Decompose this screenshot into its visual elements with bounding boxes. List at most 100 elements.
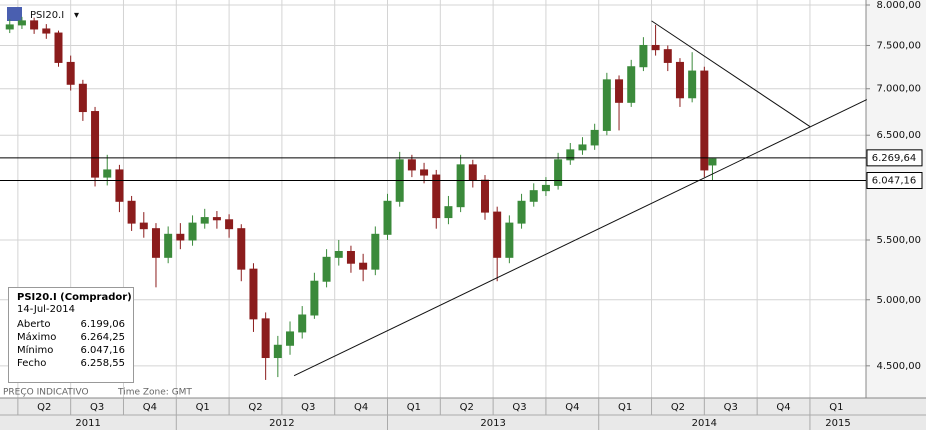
info-label: Mínimo (17, 345, 54, 356)
candle-body (651, 44, 660, 51)
candle-body (91, 111, 100, 178)
info-label: Máximo (17, 332, 57, 343)
info-value: 6.258,55 (80, 358, 125, 369)
x-tick-label: Q3 (90, 402, 104, 413)
x-tick-label: Q3 (512, 402, 526, 413)
candle-body (66, 61, 75, 85)
candle-body (17, 20, 26, 26)
candle-body (493, 211, 502, 258)
candle-body (456, 164, 465, 208)
symbol-label[interactable]: PSI20.I (30, 10, 64, 21)
candle-body (188, 222, 197, 241)
candle-body (708, 158, 717, 166)
candle-body (541, 184, 550, 192)
info-row: Máximo 6.264,25 (9, 331, 133, 344)
x-tick-label: Q4 (354, 402, 368, 413)
year-label: 2013 (480, 418, 505, 429)
year-label: 2012 (269, 418, 294, 429)
x-tick-label: Q4 (143, 402, 157, 413)
info-row: Aberto 6.199,06 (9, 318, 133, 331)
info-value: 6.047,16 (80, 345, 125, 356)
y-tick-label: 7.000,00 (876, 84, 921, 95)
candle-body (310, 280, 319, 316)
candle-body (700, 70, 709, 171)
y-tick-label: 5.500,00 (876, 235, 921, 246)
x-tick-label: Q3 (301, 402, 315, 413)
candle-body (663, 49, 672, 63)
candle-body (42, 28, 51, 34)
candle-body (139, 222, 148, 230)
candle-body (639, 44, 648, 68)
footnote: PREÇO INDICATIVO (3, 388, 89, 398)
x-tick-label: Q4 (565, 402, 579, 413)
level-label-box (866, 172, 923, 190)
trendline (651, 20, 811, 128)
candle-body (420, 169, 429, 176)
year-label: 2011 (75, 418, 100, 429)
candle-body (407, 159, 416, 171)
candle-body (103, 169, 112, 178)
info-label: Fecho (17, 358, 47, 369)
candle-body (54, 32, 63, 63)
x-tick-label: Q1 (618, 402, 632, 413)
candle-body (505, 222, 514, 258)
candle-body (468, 164, 477, 181)
candle-body (78, 83, 87, 113)
x-tick-label: Q1 (196, 402, 210, 413)
candle-body (151, 228, 160, 258)
year-label: 2014 (692, 418, 717, 429)
x-tick-label: Q2 (248, 402, 262, 413)
y-tick-label: 8.000,00 (876, 0, 921, 11)
candle-body (225, 219, 234, 230)
y-tick-label: 7.500,00 (876, 40, 921, 51)
candle-body (322, 256, 331, 282)
candle-body (627, 66, 636, 103)
level-label: 6.269,64 (872, 153, 917, 164)
candle-body (566, 149, 575, 161)
candle-body (346, 250, 355, 264)
candle-body (286, 331, 295, 346)
candle-body (517, 200, 526, 224)
candle-body (30, 20, 39, 30)
y-axis-area (866, 0, 926, 430)
candle-body (444, 206, 453, 219)
info-date: 14-Jul-2014 (17, 304, 76, 315)
candle-body (164, 233, 173, 258)
candle-body (590, 129, 599, 146)
candle-body (127, 200, 136, 224)
y-tick-label: 4.500,00 (876, 361, 921, 372)
candle-body (675, 61, 684, 99)
info-value: 6.264,25 (80, 332, 125, 343)
x-tick-label: Q3 (724, 402, 738, 413)
x-axis-area (0, 398, 926, 430)
candle-body (212, 217, 221, 221)
candle-body (249, 268, 258, 320)
dropdown-arrow[interactable]: ▾ (74, 10, 79, 21)
year-label: 2015 (825, 418, 850, 429)
info-value: 6.199,06 (80, 319, 125, 330)
info-row: Fecho 6.258,55 (9, 357, 133, 370)
y-tick-label: 5.000,00 (876, 295, 921, 306)
candle-body (359, 262, 368, 270)
info-box: PSI20.I (Comprador) 14-Jul-2014 Aberto 6.… (8, 287, 134, 383)
candle-body (261, 318, 270, 359)
info-row: Mínimo 6.047,16 (9, 344, 133, 357)
info-title: PSI20.I (Comprador) (17, 292, 132, 303)
candle-body (200, 217, 209, 224)
x-tick-label: Q4 (776, 402, 790, 413)
info-label: Aberto (17, 319, 51, 330)
candle-body (298, 314, 307, 333)
candle-body (578, 144, 587, 151)
x-tick-label: Q2 (37, 402, 51, 413)
candle-body (5, 24, 14, 30)
candle-body (480, 179, 489, 213)
x-tick-label: Q1 (407, 402, 421, 413)
x-tick-label: Q2 (671, 402, 685, 413)
candle-body (615, 79, 624, 103)
candle-body (237, 228, 246, 270)
candle-body (602, 79, 611, 131)
x-tick-label: Q1 (829, 402, 843, 413)
symbol-icon (7, 7, 22, 21)
